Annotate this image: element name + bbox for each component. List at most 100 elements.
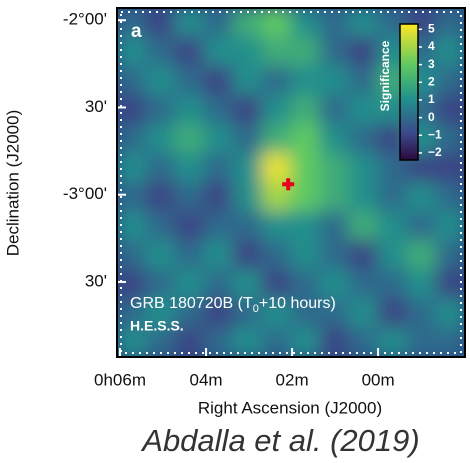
heat-cell [145, 65, 176, 96]
heat-cell [319, 240, 350, 271]
heat-cell [232, 123, 263, 154]
heat-cell [203, 211, 234, 242]
heat-cell [203, 8, 234, 38]
heat-cell [348, 240, 379, 271]
heat-cell [261, 298, 292, 329]
heat-cell [174, 36, 205, 67]
heat-cell [290, 36, 321, 67]
heat-cell [203, 65, 234, 96]
plot-frame [116, 7, 466, 358]
x-tick-label: 0h06m [94, 370, 146, 389]
heat-cell [319, 123, 350, 154]
heat-cell [319, 327, 350, 357]
heat-cell [174, 182, 205, 213]
heat-cell [232, 298, 263, 329]
heat-cell [406, 182, 437, 213]
heat-cell [348, 211, 379, 242]
heat-cell [203, 152, 234, 183]
heat-cell [261, 211, 292, 242]
heat-cell [319, 65, 350, 96]
heat-cell [232, 211, 263, 242]
heat-cell [406, 269, 437, 300]
source-marker [282, 178, 295, 191]
y-axis-label: Declination (J2000) [3, 110, 22, 256]
instrument: H.E.S.S. [130, 318, 184, 334]
x-tick-label: 02m [276, 370, 309, 389]
heat-cell [290, 298, 321, 329]
y-tick-label: -2°00' [63, 10, 107, 29]
heat-cell [232, 182, 263, 213]
colorbar-tick-label: 2 [428, 74, 435, 88]
heat-cell [145, 240, 176, 271]
heat-cell [145, 298, 176, 329]
heat-cell [145, 94, 176, 125]
heat-cell [261, 123, 292, 154]
heat-cell [145, 211, 176, 242]
heat-cell [203, 182, 234, 213]
heat-cell [174, 298, 205, 329]
y-tick-label: 30' [85, 271, 107, 290]
heat-cell [203, 240, 234, 271]
heat-cell [145, 269, 176, 300]
heat-cell [117, 123, 147, 154]
heat-cell [174, 240, 205, 271]
heat-cell [232, 269, 263, 300]
heat-cell [117, 211, 147, 242]
heat-cell [290, 240, 321, 271]
heat-cell [435, 269, 465, 300]
caption-sub: 0 [253, 303, 259, 315]
heat-cell [203, 298, 234, 329]
heat-cell [435, 65, 465, 96]
heat-cell [290, 8, 321, 38]
heat-cell [261, 240, 292, 271]
heat-cell [348, 298, 379, 329]
heat-cell [348, 152, 379, 183]
heat-cell [319, 36, 350, 67]
heat-cell [261, 152, 292, 183]
heat-cell [174, 65, 205, 96]
caption: GRB 180720B (T0+10 hours) [130, 295, 336, 315]
colorbar-tick-label: 5 [428, 21, 435, 35]
x-tick-label: 04m [190, 370, 223, 389]
heat-cell [319, 298, 350, 329]
heat-cell [290, 211, 321, 242]
heat-cell [203, 36, 234, 67]
heat-cell [348, 123, 379, 154]
heat-cell [319, 269, 350, 300]
colorbar-tick-label: −1 [428, 127, 442, 141]
heat-cell [348, 36, 379, 67]
heat-cell [203, 123, 234, 154]
caption-main: GRB 180720B (T [130, 295, 253, 312]
heat-cell [377, 298, 408, 329]
heat-cell [232, 94, 263, 125]
x-axis-label: Right Ascension (J2000) [198, 398, 382, 417]
heat-cell [348, 182, 379, 213]
heat-cell [117, 152, 147, 183]
heat-cell [377, 240, 408, 271]
frame-ticks [120, 11, 462, 354]
colorbar [399, 23, 419, 161]
heat-cell [348, 65, 379, 96]
y-tick-label: -3°00' [63, 184, 107, 203]
heat-cell [261, 94, 292, 125]
heat-cell [319, 182, 350, 213]
heat-cell [319, 94, 350, 125]
heat-cell [319, 211, 350, 242]
heat-cell [261, 65, 292, 96]
heat-cell [290, 269, 321, 300]
heat-cell [174, 94, 205, 125]
colorbar-tick-label: 1 [428, 92, 435, 106]
heat-cell [232, 152, 263, 183]
heat-cell [406, 211, 437, 242]
credit: Abdalla et al. (2019) [140, 423, 419, 458]
heat-cell [117, 327, 147, 357]
heat-cell [406, 298, 437, 329]
heat-cell [290, 152, 321, 183]
heat-cell [174, 123, 205, 154]
colorbar-tick-label: 0 [428, 110, 435, 124]
heat-cell [348, 269, 379, 300]
heat-cell [290, 123, 321, 154]
heat-cell [203, 327, 234, 357]
heat-cell [319, 152, 350, 183]
heat-cell [377, 211, 408, 242]
